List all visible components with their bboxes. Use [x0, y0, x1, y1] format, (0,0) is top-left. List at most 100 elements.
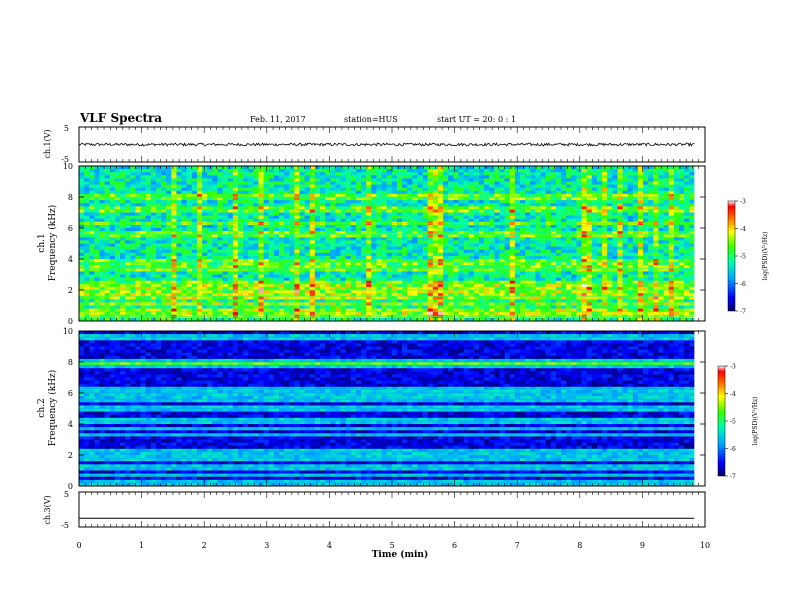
spectrogram-cell: [494, 175, 500, 179]
spectrogram-cell: [320, 166, 326, 170]
spectrogram-cell: [432, 308, 439, 313]
spectrogram-cell: [509, 290, 516, 294]
spectrogram-cell: [432, 277, 439, 282]
spectrogram-cell: [478, 296, 485, 300]
spectrogram-cell: [335, 184, 341, 189]
spectrogram-cell: [340, 252, 347, 257]
spectrogram-cell: [222, 265, 229, 269]
spectrogram-cell: [432, 197, 439, 201]
spectrogram-cell: [340, 206, 347, 210]
spectrogram-cell: [427, 209, 434, 213]
spectrogram-cell: [422, 265, 429, 269]
spectrogram-cell: [320, 172, 326, 176]
spectrogram-cell: [155, 252, 162, 257]
spectrogram-cell: [489, 215, 495, 220]
spectrogram-cell: [437, 299, 444, 303]
spectrogram-cell: [355, 224, 362, 229]
spectrogram-cell: [99, 200, 106, 204]
spectrogram-cell: [391, 293, 398, 297]
spectrogram-cell: [396, 193, 403, 198]
spectrogram-cell: [386, 243, 393, 247]
spectrogram-cell: [207, 240, 213, 244]
spectrogram-cell: [176, 234, 182, 238]
spectrogram-cell: [463, 252, 470, 257]
spectrogram-cell: [104, 296, 111, 300]
spectrogram-cell: [525, 212, 531, 216]
spectrogram-cell: [412, 290, 418, 294]
spectrogram-cell: [525, 181, 531, 185]
spectrogram-cell: [366, 166, 372, 170]
spectrogram-cell: [227, 212, 234, 216]
spectrogram-cell: [145, 243, 152, 247]
spectrogram-cell: [109, 296, 116, 300]
spectrogram-cell: [407, 184, 413, 189]
spectrogram-cell: [140, 283, 147, 288]
spectrogram-cell: [207, 262, 213, 266]
spectrogram-cell: [576, 237, 582, 241]
spectrogram-cell: [571, 252, 577, 257]
spectrogram-cell: [504, 234, 511, 238]
spectrogram-cell: [376, 175, 382, 179]
spectrogram-cell: [289, 218, 295, 223]
spectrogram-cell: [202, 218, 208, 223]
spectrogram-cell: [294, 305, 300, 309]
spectrogram-cell: [278, 212, 285, 216]
spectrogram-cell: [427, 203, 434, 207]
spectrogram-cell: [525, 197, 531, 201]
spectrogram-cell: [222, 200, 229, 204]
spectrogram-cell: [366, 268, 372, 272]
spectrogram-cell: [145, 283, 152, 288]
spectrogram-cell: [135, 240, 141, 244]
spectrogram-cell: [243, 166, 249, 170]
spectrogram-cell: [202, 265, 208, 269]
spectrogram-cell: [207, 193, 213, 198]
spectrogram-cell: [186, 286, 193, 291]
spectrogram-cell: [278, 296, 285, 300]
spectrogram-cell: [191, 243, 198, 247]
spectrogram-cell: [299, 277, 306, 282]
spectrogram-cell: [196, 175, 203, 179]
spectrogram-cell: [427, 197, 434, 201]
spectrogram-cell: [386, 311, 393, 316]
spectrogram-cell: [361, 234, 367, 238]
spectrogram-cell: [299, 234, 306, 238]
spectrogram-cell: [586, 172, 593, 176]
spectrogram-cell: [350, 187, 357, 192]
spectrogram-cell: [422, 181, 429, 185]
spectrogram-cell: [509, 228, 516, 232]
spectrogram-cell: [243, 187, 249, 192]
spectrogram-cell: [222, 268, 229, 272]
spectrogram-cell: [304, 190, 311, 195]
spectrogram-cell: [161, 265, 167, 269]
spectrogram-cell: [294, 209, 300, 213]
spectrogram-cell: [561, 290, 567, 294]
spectrogram-cell: [437, 206, 444, 210]
spectrogram-cell: [381, 234, 388, 238]
spectrogram-cell: [196, 249, 203, 254]
spectrogram-cell: [181, 268, 188, 272]
spectrogram-cell: [161, 317, 167, 321]
spectrogram-cell: [104, 299, 111, 303]
spectrogram-cell: [350, 290, 357, 294]
spectrogram-cell: [437, 203, 444, 207]
spectrogram-cell: [299, 274, 306, 278]
spectrogram-cell: [422, 206, 429, 210]
spectrogram-cell: [278, 283, 285, 288]
spectrogram-cell: [237, 231, 244, 235]
spectrogram-cell: [422, 187, 429, 192]
spectrogram-cell: [458, 178, 464, 182]
spectrogram-cell: [535, 280, 541, 285]
spectrogram-cell: [381, 259, 388, 263]
spectrogram-cell: [504, 169, 511, 173]
spectrogram-cell: [345, 305, 352, 309]
spectrogram-cell: [202, 234, 208, 238]
spectrogram-cell: [150, 252, 157, 257]
spectrogram-cell: [396, 166, 403, 170]
spectrogram-cell: [325, 231, 331, 235]
spectrogram-cell: [191, 224, 198, 229]
spectrogram-cell: [443, 228, 449, 232]
spectrogram-cell: [202, 274, 208, 278]
spectrogram-cell: [478, 178, 485, 182]
spectrogram-cell: [166, 283, 172, 288]
spectrogram-cell: [514, 293, 521, 297]
